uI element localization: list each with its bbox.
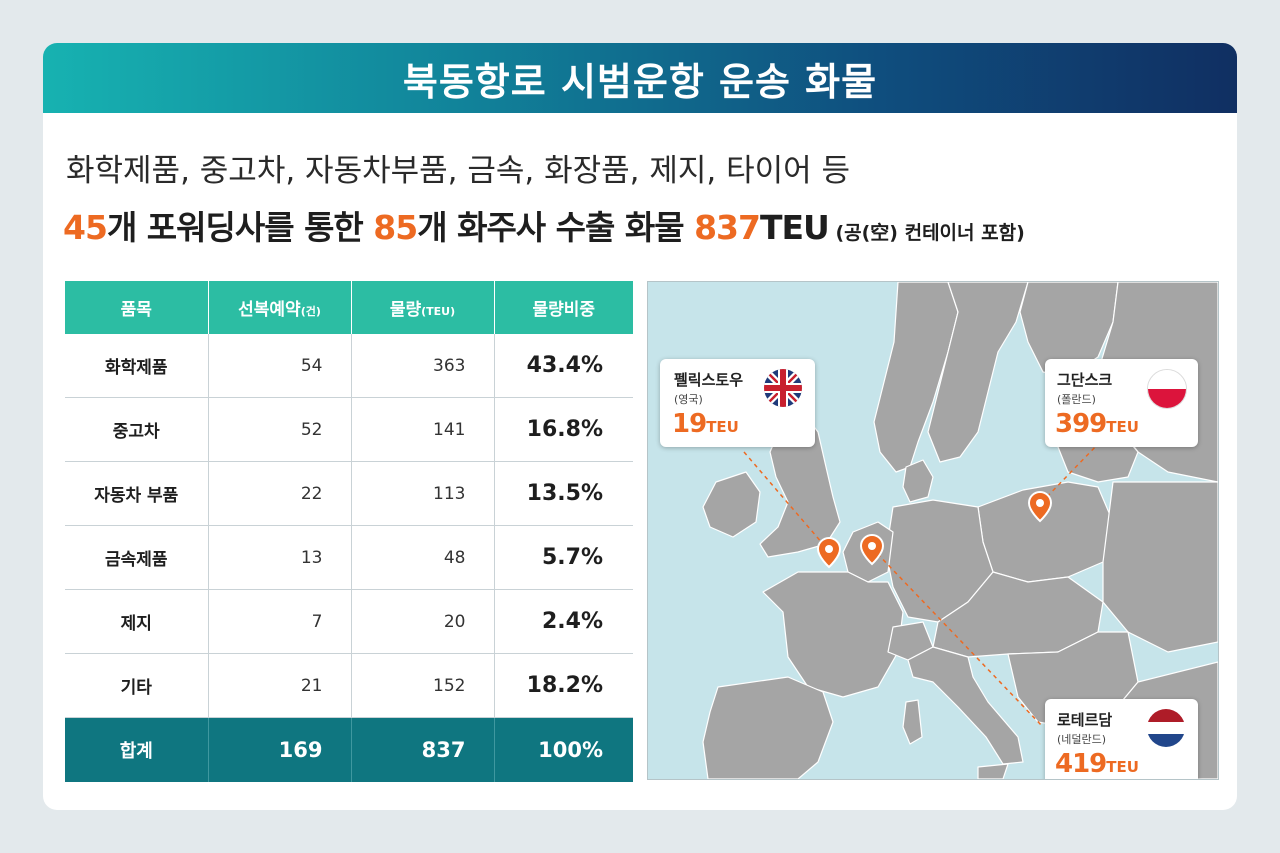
marker-rotterdam <box>859 533 885 566</box>
sicily <box>977 763 1009 779</box>
header-share: 물량비중 <box>493 281 633 334</box>
row-volume: 141 <box>350 397 494 462</box>
row-share: 13.5% <box>493 461 633 526</box>
row-volume: 20 <box>350 589 494 654</box>
table-row: 중고차 52 141 16.8% <box>65 397 633 462</box>
infographic-card: 북동항로 시범운항 운송 화물 화학제품, 중고차, 자동차부품, 금속, 화장… <box>43 43 1237 810</box>
table-row: 금속제품 13 48 5.7% <box>65 525 633 590</box>
port-country: (네덜란드) <box>1057 733 1107 746</box>
row-booking: 13 <box>207 525 351 590</box>
sweden-landmass <box>927 282 1029 463</box>
total-share: 100% <box>493 717 633 782</box>
shippers-text: 개 화주사 수출 화물 <box>417 208 695 247</box>
iberia <box>702 676 834 779</box>
row-volume: 152 <box>350 653 494 718</box>
row-booking: 54 <box>207 334 351 398</box>
row-share: 2.4% <box>493 589 633 654</box>
header-booking-unit: (건) <box>300 305 321 318</box>
table-row: 제지 7 20 2.4% <box>65 589 633 654</box>
row-booking: 52 <box>207 397 351 462</box>
port-volume: 399TEU <box>1055 409 1139 439</box>
port-city: 로테르담 <box>1057 711 1113 729</box>
italy <box>907 646 1024 765</box>
route-gdansk <box>1039 441 1101 505</box>
poland-flag-icon <box>1147 369 1187 409</box>
great-britain <box>759 411 841 558</box>
route-rotterdam <box>871 547 1044 728</box>
port-volume: 419TEU <box>1055 749 1139 779</box>
row-booking: 7 <box>207 589 351 654</box>
port-volume: 19TEU <box>672 409 739 439</box>
row-volume: 48 <box>350 525 494 590</box>
ukraine-belarus <box>1102 481 1218 653</box>
total-booking: 169 <box>207 717 351 782</box>
cargo-table: 품목 선복예약(건) 물량(TEU) 물량비중 화학제품 54 363 43.4… <box>65 281 633 782</box>
header-category: 품목 <box>65 281 208 334</box>
marker-felixstowe <box>816 536 842 569</box>
cargo-items-line: 화학제품, 중고차, 자동차부품, 금속, 화장품, 제지, 타이어 등 <box>66 153 851 189</box>
row-booking: 21 <box>207 653 351 718</box>
row-category: 자동차 부품 <box>65 461 208 526</box>
title-banner: 북동항로 시범운항 운송 화물 <box>43 43 1237 113</box>
row-category: 중고차 <box>65 397 208 462</box>
row-booking: 22 <box>207 461 351 526</box>
row-share: 5.7% <box>493 525 633 590</box>
row-category: 제지 <box>65 589 208 654</box>
row-category: 화학제품 <box>65 334 208 398</box>
denmark-landmass <box>902 459 934 503</box>
port-country: (영국) <box>674 393 703 406</box>
netherlands-flag-icon <box>1147 709 1185 747</box>
page-title: 북동항로 시범운항 운송 화물 <box>402 59 878 104</box>
table-row: 자동차 부품 22 113 13.5% <box>65 461 633 526</box>
row-share: 43.4% <box>493 334 633 398</box>
uk-flag-icon <box>764 369 802 407</box>
table-total-row: 합계 169 837 100% <box>65 717 633 782</box>
table-row: 기타 21 152 18.2% <box>65 653 633 718</box>
empty-container-note: (공(空) 컨테이너 포함) <box>828 222 1025 244</box>
france <box>762 571 904 698</box>
header-booking: 선복예약(건) <box>207 281 351 334</box>
header-volume: 물량(TEU) <box>350 281 494 334</box>
port-country: (폴란드) <box>1057 393 1096 406</box>
forwarders-count: 45 <box>63 208 108 247</box>
europe-map: 펠릭스토우 (영국) 19TEU 그단스크 (폴란드) 399TEU <box>647 281 1219 780</box>
teu-unit: TEU <box>759 208 830 247</box>
row-category: 금속제품 <box>65 525 208 590</box>
table-row: 화학제품 54 363 43.4% <box>65 334 633 398</box>
ireland <box>702 471 761 538</box>
marker-gdansk <box>1027 490 1053 523</box>
row-volume: 363 <box>350 334 494 398</box>
teu-total: 837 <box>694 208 761 247</box>
port-callout-gdansk: 그단스크 (폴란드) 399TEU <box>1045 359 1198 447</box>
row-category: 기타 <box>65 653 208 718</box>
port-callout-rotterdam: 로테르담 (네덜란드) 419TEU <box>1045 699 1198 779</box>
total-category: 합계 <box>65 717 208 782</box>
total-volume: 837 <box>350 717 494 782</box>
port-city: 펠릭스토우 <box>674 371 744 389</box>
header-volume-unit: (TEU) <box>421 305 456 318</box>
shippers-count: 85 <box>373 208 418 247</box>
row-share: 16.8% <box>493 397 633 462</box>
route-felixstowe <box>743 451 830 552</box>
port-city: 그단스크 <box>1057 371 1113 389</box>
table-header-row: 품목 선복예약(건) 물량(TEU) 물량비중 <box>65 281 633 334</box>
row-share: 18.2% <box>493 653 633 718</box>
row-volume: 113 <box>350 461 494 526</box>
sardinia <box>902 699 923 745</box>
forwarders-text: 개 포워딩사를 통한 <box>106 208 374 247</box>
port-callout-felixstowe: 펠릭스토우 (영국) 19TEU <box>660 359 815 447</box>
cargo-summary-line: 45개 포워딩사를 통한 85개 화주사 수출 화물 837TEU (공(空) … <box>63 201 1025 249</box>
